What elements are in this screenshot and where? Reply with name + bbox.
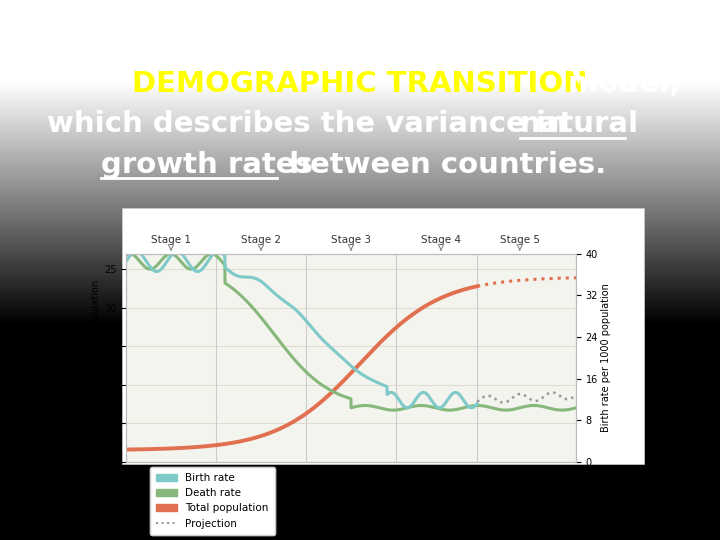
- X-axis label: Time: Time: [336, 467, 366, 480]
- Text: between countries.: between countries.: [279, 151, 607, 179]
- Text: Stage 5: Stage 5: [500, 235, 540, 246]
- Text: growth rates: growth rates: [101, 151, 312, 179]
- Y-axis label: Birth rate per 1000 population: Birth rate per 1000 population: [601, 284, 611, 432]
- Text: DEMOGRAPHIC TRANSITION: DEMOGRAPHIC TRANSITION: [132, 70, 588, 98]
- Text: Stage 1: Stage 1: [151, 235, 191, 246]
- Text: Last class, we examined the: Last class, we examined the: [128, 32, 592, 60]
- Legend: Birth rate, Death rate, Total population, Projection: Birth rate, Death rate, Total population…: [150, 467, 275, 535]
- Text: Stage 4: Stage 4: [421, 235, 461, 246]
- Text: natural: natural: [520, 110, 639, 138]
- Text: Stage 2: Stage 2: [241, 235, 281, 246]
- Text: model,: model,: [558, 70, 680, 98]
- Y-axis label: Death rate per 1000 population: Death rate per 1000 population: [91, 280, 101, 435]
- Text: Stage 3: Stage 3: [331, 235, 371, 246]
- Text: which describes the variance in: which describes the variance in: [47, 110, 577, 138]
